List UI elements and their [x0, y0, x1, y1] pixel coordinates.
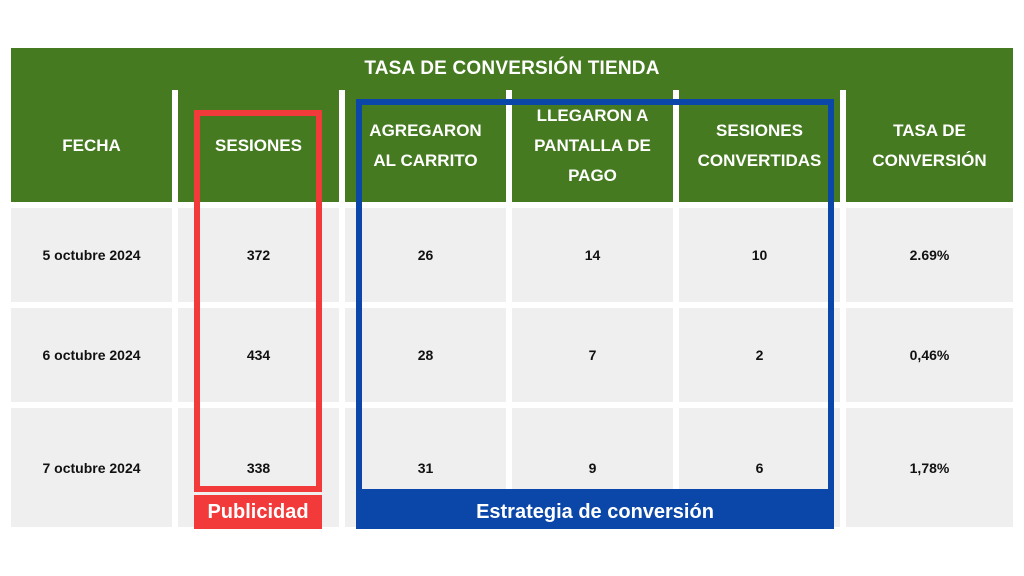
estrategia-label: Estrategia de conversión: [356, 495, 834, 529]
header-llegaron: LLEGARON A PANTALLA DE PAGO: [512, 90, 673, 202]
table-cell: 2: [679, 308, 840, 402]
table-cell: 14: [512, 208, 673, 302]
header-convertidas: SESIONES CONVERTIDAS: [679, 90, 840, 202]
table-cell: 372: [178, 208, 339, 302]
table-cell: 26: [345, 208, 506, 302]
table-cell: 6 octubre 2024: [11, 308, 172, 402]
table-cell: 5 octubre 2024: [11, 208, 172, 302]
table-cell: 7 octubre 2024: [11, 408, 172, 527]
table-cell: 10: [679, 208, 840, 302]
header-fecha: FECHA: [11, 90, 172, 202]
table-cell: 2.69%: [846, 208, 1013, 302]
table-cell: 7: [512, 308, 673, 402]
table-cell: 28: [345, 308, 506, 402]
table-cell: 434: [178, 308, 339, 402]
header-agregaron: AGREGARON AL CARRITO: [345, 90, 506, 202]
table-cell: 0,46%: [846, 308, 1013, 402]
header-sesiones: SESIONES: [178, 90, 339, 202]
table-title: TASA DE CONVERSIÓN TIENDA: [11, 48, 1013, 90]
table-cell: 1,78%: [846, 408, 1013, 527]
publicidad-label: Publicidad: [194, 495, 322, 529]
header-tasa: TASA DE CONVERSIÓN: [846, 90, 1013, 202]
